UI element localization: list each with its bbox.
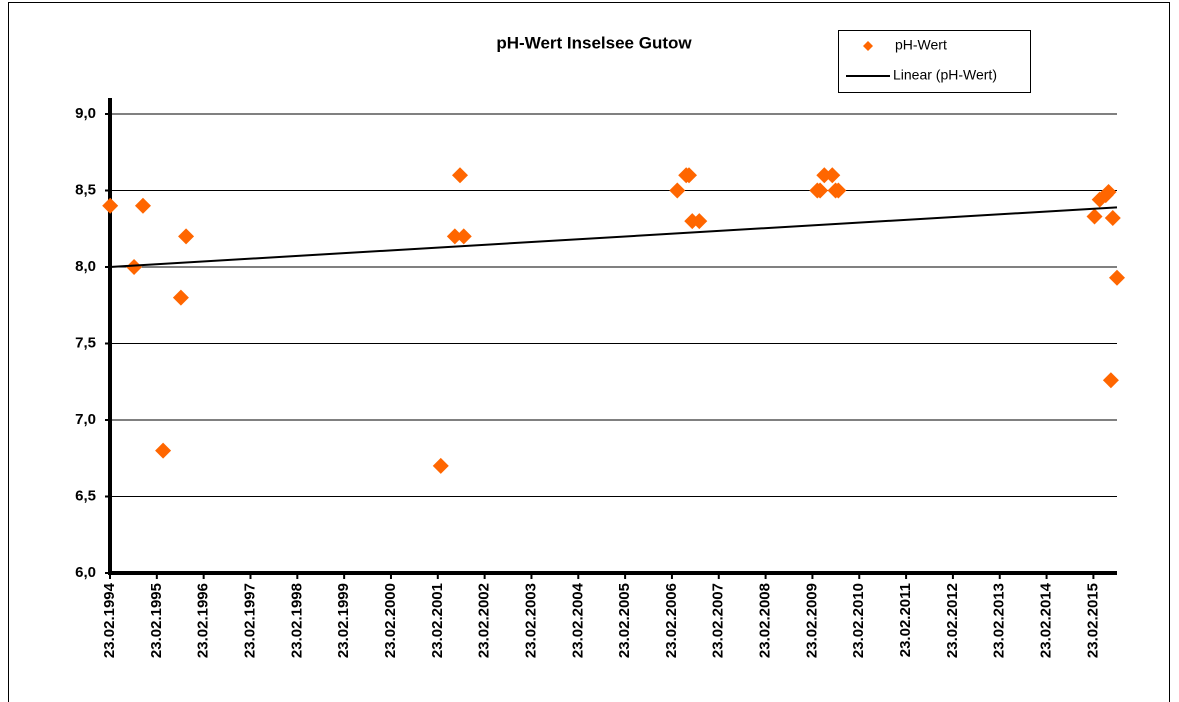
data-point <box>1086 208 1103 225</box>
legend-swatch <box>863 41 873 51</box>
data-point <box>669 182 686 199</box>
data-point <box>432 457 449 474</box>
data-point <box>126 259 143 275</box>
x-tick-label: 23.02.2007 <box>710 583 727 658</box>
y-tick-label: 7,5 <box>75 334 96 351</box>
y-tick-label: 8,0 <box>75 258 96 275</box>
legend-label: pH-Wert <box>895 37 947 53</box>
data-point <box>1102 372 1119 389</box>
x-tick-label: 23.02.1996 <box>195 583 212 658</box>
chart-title: pH-Wert Inselsee Gutow <box>496 33 692 52</box>
data-point <box>446 228 463 245</box>
x-tick-label: 23.02.2006 <box>663 583 680 658</box>
x-tick-label: 23.02.2012 <box>944 583 961 658</box>
x-tick-label: 23.02.2015 <box>1084 583 1101 658</box>
data-point <box>455 228 472 245</box>
x-tick-label: 23.02.2014 <box>1038 582 1055 658</box>
data-point <box>680 167 697 184</box>
x-tick-label: 23.02.2005 <box>616 583 633 658</box>
y-tick-label: 6,5 <box>75 487 96 504</box>
x-tick-label: 23.02.2009 <box>803 583 820 658</box>
x-tick-label: 23.02.1999 <box>335 583 352 658</box>
data-point <box>1104 210 1121 227</box>
data-point <box>155 442 172 459</box>
trend-line <box>109 206 1118 268</box>
data-point <box>830 182 847 199</box>
data-point <box>691 213 708 230</box>
x-tick-label: 23.02.2002 <box>476 583 493 658</box>
data-point <box>812 182 829 199</box>
data-point <box>134 197 151 214</box>
data-point <box>1100 184 1117 201</box>
x-tick-label: 23.02.1997 <box>241 583 258 658</box>
x-tick-label: 23.02.1998 <box>288 583 305 658</box>
x-tick-label: 23.02.2008 <box>757 583 774 658</box>
x-tick-label: 23.02.2000 <box>382 583 399 658</box>
x-tick-label: 23.02.2001 <box>429 583 446 658</box>
y-tick-label: 6,0 <box>75 564 96 581</box>
data-point <box>178 228 195 245</box>
x-tick-label: 23.02.2011 <box>897 583 914 657</box>
x-tick-label: 23.02.2003 <box>522 583 539 658</box>
x-tick-label: 23.02.1995 <box>148 583 165 658</box>
legend-label: Linear (pH-Wert) <box>893 67 997 83</box>
data-point <box>824 167 841 184</box>
x-tick-label: 23.02.2013 <box>991 583 1008 658</box>
y-tick-label: 8,5 <box>75 181 96 198</box>
data-point <box>1109 269 1125 286</box>
y-tick-label: 9,0 <box>75 105 96 122</box>
legend-box <box>838 30 1031 93</box>
chart-frame <box>8 2 1170 702</box>
x-tick-label: 23.02.2010 <box>850 583 867 658</box>
data-point <box>451 167 468 184</box>
x-tick-label: 23.02.2004 <box>569 582 586 658</box>
x-tick-label: 23.02.1994 <box>101 582 118 658</box>
data-point <box>172 289 189 306</box>
data-point <box>102 197 119 214</box>
y-tick-label: 7,0 <box>75 411 96 428</box>
